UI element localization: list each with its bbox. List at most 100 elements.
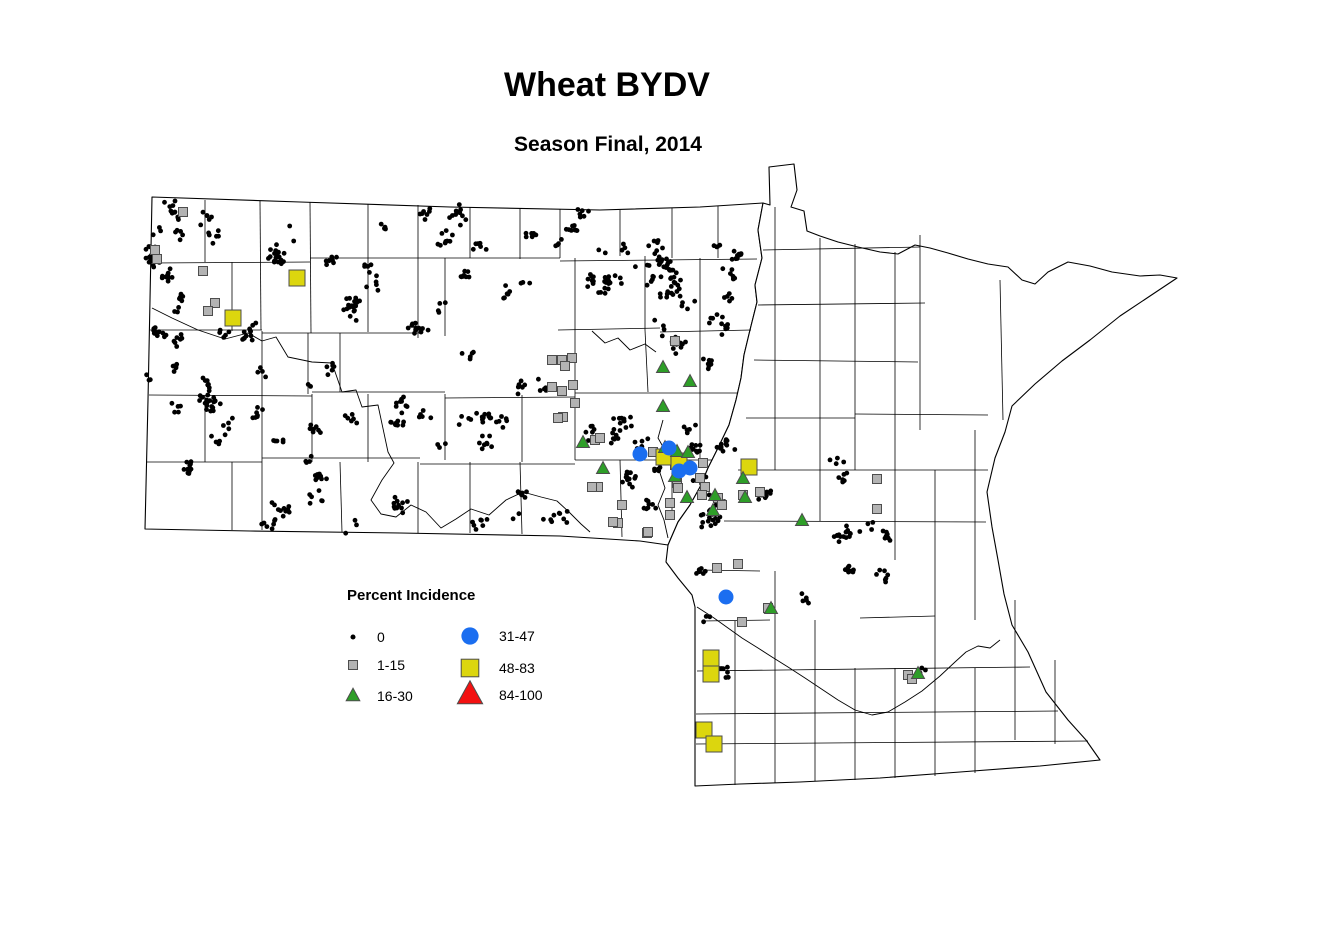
- black-dot: [474, 410, 479, 416]
- black-dot: [353, 303, 359, 309]
- marker-black-dot: [350, 634, 356, 640]
- black-dot: [146, 377, 152, 383]
- marker-gray-square: [872, 504, 882, 514]
- county-boundary: [659, 329, 752, 333]
- black-dot: [553, 243, 559, 249]
- black-dot: [628, 414, 633, 420]
- black-dot: [453, 212, 459, 217]
- black-dot: [341, 307, 347, 313]
- black-dot: [214, 233, 219, 239]
- marker-green-triangle: [575, 434, 591, 449]
- black-dot: [633, 264, 638, 270]
- black-dot: [352, 308, 357, 313]
- black-dot: [834, 533, 840, 538]
- black-dot: [435, 442, 441, 447]
- county-boundary: [519, 461, 523, 535]
- black-dot: [483, 247, 489, 252]
- marker-gray-square: [547, 382, 557, 392]
- black-dot: [303, 458, 309, 464]
- black-dot: [668, 284, 674, 289]
- black-dot: [602, 290, 608, 296]
- black-dot: [172, 309, 178, 314]
- black-dot: [324, 364, 330, 370]
- black-dot: [523, 230, 529, 236]
- black-dot: [660, 245, 665, 251]
- black-dot: [515, 489, 521, 495]
- marker-gray-square: [717, 500, 727, 510]
- marker-yellow-square: [460, 658, 480, 678]
- black-dot: [258, 365, 263, 371]
- black-dot: [205, 392, 211, 398]
- black-dot: [269, 526, 275, 532]
- legend-item-label: 1-15: [377, 657, 405, 673]
- black-dot: [720, 314, 725, 320]
- black-dot: [836, 539, 842, 545]
- legend-item: 48-83: [460, 658, 535, 678]
- black-dot: [518, 378, 524, 384]
- black-dot: [467, 356, 473, 362]
- black-dot: [623, 425, 629, 430]
- black-dot: [212, 398, 218, 404]
- black-dot: [675, 282, 681, 288]
- black-dot: [568, 228, 574, 233]
- black-dot: [564, 509, 570, 514]
- black-dot: [210, 240, 216, 246]
- marker-yellow-square: [288, 269, 306, 287]
- marker-green-triangle: [737, 489, 753, 504]
- black-dot: [724, 442, 730, 448]
- marker-gray-square: [348, 660, 358, 670]
- black-dot: [699, 524, 705, 530]
- black-dot: [689, 442, 695, 447]
- marker-gray-square: [737, 617, 747, 627]
- black-dot: [217, 401, 223, 407]
- black-dot: [882, 568, 887, 574]
- black-dot: [717, 242, 723, 248]
- black-dot: [524, 489, 529, 495]
- black-dot: [151, 264, 157, 270]
- marker-gray-square: [568, 380, 578, 390]
- black-dot: [669, 290, 674, 296]
- black-dot: [669, 267, 675, 273]
- black-dot: [628, 470, 633, 476]
- black-dot: [179, 298, 185, 304]
- legend-item-label: 0: [377, 629, 385, 645]
- black-dot: [169, 400, 175, 406]
- black-dot: [374, 273, 379, 279]
- black-dot: [605, 286, 611, 292]
- black-dot: [428, 415, 434, 421]
- black-dot: [261, 520, 267, 526]
- black-dot: [632, 475, 638, 481]
- legend-item: 84-100: [456, 679, 543, 705]
- black-dot: [579, 208, 585, 214]
- black-dot: [621, 418, 627, 424]
- black-dot: [486, 414, 492, 419]
- marker-green-triangle: [707, 487, 723, 502]
- black-dot: [673, 351, 679, 356]
- black-dot: [799, 591, 805, 597]
- black-dot: [703, 614, 709, 619]
- black-dot: [275, 507, 281, 512]
- black-dot: [217, 330, 223, 335]
- black-dot: [658, 274, 664, 280]
- black-dot: [178, 291, 184, 297]
- black-dot: [700, 512, 706, 517]
- black-dot: [865, 521, 871, 527]
- black-dot: [651, 274, 656, 280]
- black-dot: [681, 424, 687, 430]
- black-dot: [205, 382, 211, 388]
- black-dot: [644, 497, 649, 503]
- black-dot: [700, 520, 706, 525]
- black-dot: [188, 461, 193, 467]
- black-dot: [549, 519, 555, 525]
- black-dot: [607, 280, 612, 285]
- incidence-markers-layer: [150, 207, 926, 753]
- black-dot: [693, 422, 698, 428]
- black-dot: [226, 420, 231, 426]
- black-dot: [274, 252, 279, 258]
- black-dot: [307, 500, 313, 506]
- page-title: Wheat BYDV: [504, 66, 710, 104]
- black-dot: [869, 527, 874, 532]
- black-dot: [519, 492, 524, 498]
- black-dot: [286, 509, 292, 515]
